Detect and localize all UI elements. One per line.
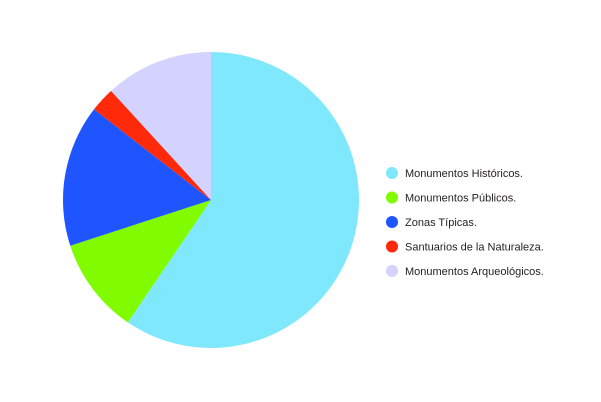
legend-label-2: Monumentos Públicos. <box>405 193 516 205</box>
legend-marker-2 <box>386 191 398 204</box>
pie-slice-1 <box>127 52 359 348</box>
legend-marker-3 <box>386 216 398 228</box>
legend-label-3: Zonas Típicas. <box>405 217 477 229</box>
legend-marker-5 <box>386 265 398 277</box>
pie-slice-2 <box>70 200 212 323</box>
pie-slice-5 <box>111 52 211 200</box>
pie-slices <box>62 52 359 348</box>
pie-slice-4 <box>94 90 211 200</box>
legend-marker-4 <box>386 240 398 253</box>
pie-slice-3 <box>62 109 211 246</box>
legend-label-5: Monumentos Arqueológicos. <box>405 266 544 278</box>
legend: Monumentos Históricos. Monumentos Público… <box>386 167 544 278</box>
legend-marker-1 <box>386 167 398 179</box>
legend-label-4: Santuarios de la Naturaleza. <box>405 242 544 254</box>
legend-label-1: Monumentos Históricos. <box>405 168 523 180</box>
